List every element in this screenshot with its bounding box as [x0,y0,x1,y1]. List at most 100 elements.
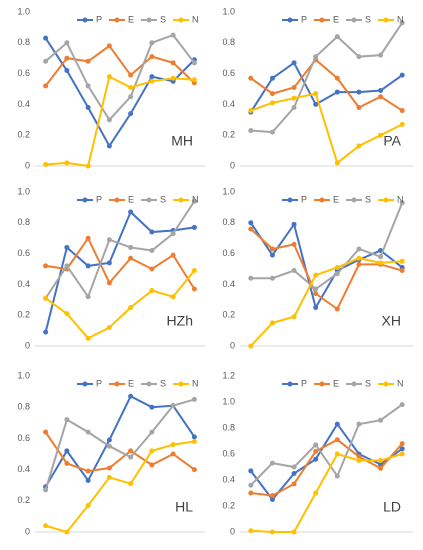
y-tick-label: 0 [230,160,235,170]
series-line [44,37,196,148]
series-line [44,398,195,491]
point [191,224,197,230]
point [248,75,254,81]
legend-label: E [128,14,134,24]
y-tick-label: 0.4 [222,99,235,109]
point [334,306,340,312]
series-line [45,440,195,534]
point [85,335,91,341]
point [399,451,405,457]
point [291,314,297,320]
legend-marker [146,197,152,203]
point [269,497,275,502]
y-tick-label: 0 [25,340,30,350]
point [170,451,176,457]
y-tick-label: 1.0 [17,6,30,16]
point [399,108,405,114]
legend-label: S [365,378,371,388]
point [85,294,91,300]
point [64,263,70,269]
point [106,280,112,286]
point [399,20,405,26]
point [356,261,362,267]
point [85,502,91,508]
legend-label: P [96,194,102,204]
point [106,143,112,149]
series-line [45,75,195,168]
point [334,160,340,166]
panel-label: HL [175,499,193,515]
point [378,254,384,260]
point [191,60,197,66]
legend-label: S [160,14,166,24]
legend-label: E [128,378,134,388]
point [106,260,112,266]
point [149,404,155,410]
legend-marker [383,381,389,387]
point [291,471,297,476]
series-line [44,431,195,473]
legend-label: P [96,14,102,24]
point [356,255,362,261]
point [64,160,70,166]
point [128,255,134,261]
legend-label: E [333,14,339,24]
point [291,481,297,487]
point [43,487,49,493]
point [248,128,254,134]
y-tick-label: 0.8 [17,217,30,227]
series-line [250,202,404,291]
point [106,43,112,49]
y-tick-label: 0.4 [17,464,30,474]
point [128,448,134,454]
point [43,263,49,269]
legend-marker [319,197,325,203]
point [64,448,70,454]
legend-label: P [301,378,307,388]
point [269,493,275,499]
point [85,163,91,169]
y-tick-label: 0.4 [222,474,235,484]
series-line [249,61,403,113]
point [356,54,362,60]
point [128,393,134,399]
point [291,221,297,227]
point [356,143,362,149]
y-tick-label: 0.8 [17,402,30,412]
y-tick-label: 0.4 [17,99,30,109]
point [399,200,405,206]
legend-marker [114,17,120,23]
point [64,417,70,423]
point [128,111,134,117]
series-line [249,221,403,311]
legend-label: N [397,14,404,24]
y-tick-label: 0.6 [17,433,30,443]
point [378,94,384,100]
y-tick-label: 0.8 [222,37,235,47]
legend-label: N [192,378,199,388]
point [313,286,319,292]
y-tick-label: 0.6 [17,248,30,258]
point [313,305,319,310]
point [149,248,155,254]
series-line [45,236,196,290]
point [356,246,362,252]
y-tick-label: 0.2 [17,310,30,320]
point [128,244,134,250]
series-line [250,92,403,165]
point [399,441,405,447]
y-tick-label: 1.0 [17,370,30,380]
y-tick-label: 0.8 [222,217,235,227]
y-tick-label: 1.0 [222,6,235,16]
point [85,468,91,474]
y-tick-label: 0.2 [222,500,235,510]
legend-label: E [333,194,339,204]
series-line [250,22,404,134]
point [313,442,319,448]
point [248,490,254,496]
point [378,132,384,138]
legend-marker [146,381,152,387]
legend-label: P [301,14,307,24]
legend-marker [114,381,120,387]
point [85,104,91,110]
